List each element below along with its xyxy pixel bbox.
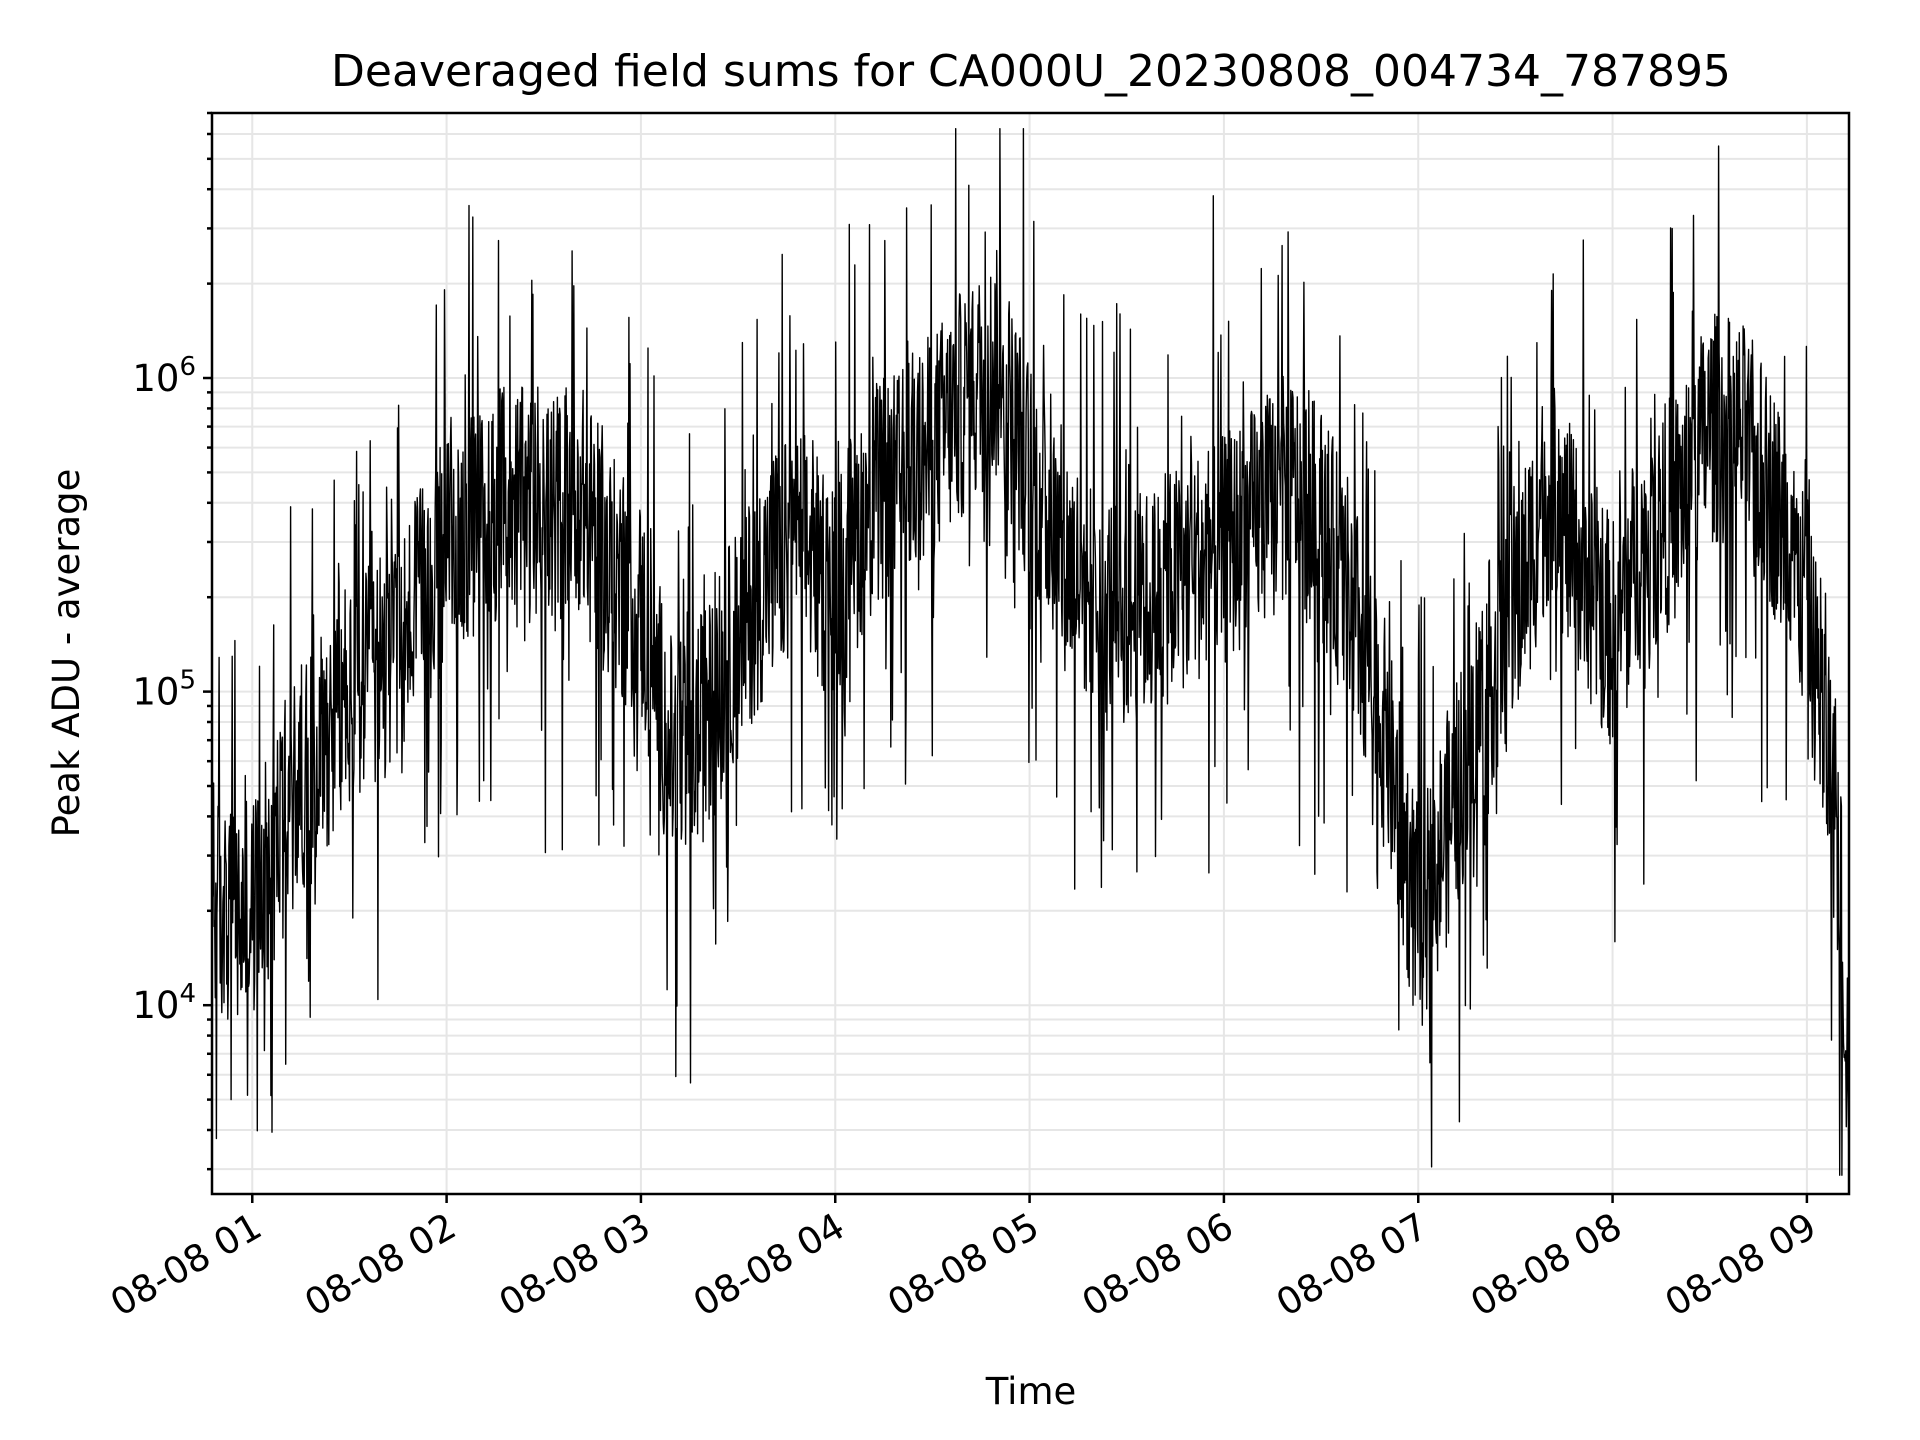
x-tick-label: 08-08 08: [1463, 1205, 1629, 1325]
series-line: [211, 127, 1850, 1176]
x-tick-label: 08-08 03: [492, 1205, 658, 1325]
x-tick-label: 08-08 06: [1075, 1205, 1241, 1325]
y-tick-label: 105: [132, 666, 196, 714]
x-axis-label: Time: [985, 1370, 1077, 1413]
y-tick-exponent: 6: [179, 352, 196, 382]
x-tick-label: 08-08 04: [686, 1205, 852, 1325]
chart-title: Deaveraged field sums for CA000U_2023080…: [331, 46, 1731, 97]
series-layer: [211, 127, 1850, 1176]
y-tick-label: 106: [132, 352, 196, 400]
x-tick-label: 08-08 01: [103, 1205, 269, 1325]
y-tick-label: 104: [132, 979, 196, 1027]
x-tick-label: 08-08 02: [298, 1205, 464, 1325]
y-axis: 104 105 106: [132, 111, 212, 1171]
x-tick-label: 08-08 09: [1658, 1205, 1824, 1325]
x-axis: 08-08 01 08-08 02 08-08 03 08-08 04 08-08 05…: [103, 1194, 1823, 1325]
x-tick-label: 08-08 05: [881, 1205, 1047, 1325]
y-tick-exponent: 4: [179, 979, 196, 1009]
y-tick-exponent: 5: [179, 666, 196, 696]
x-tick-label: 08-08 07: [1269, 1205, 1435, 1325]
y-axis-label: Peak ADU - average: [45, 469, 88, 838]
